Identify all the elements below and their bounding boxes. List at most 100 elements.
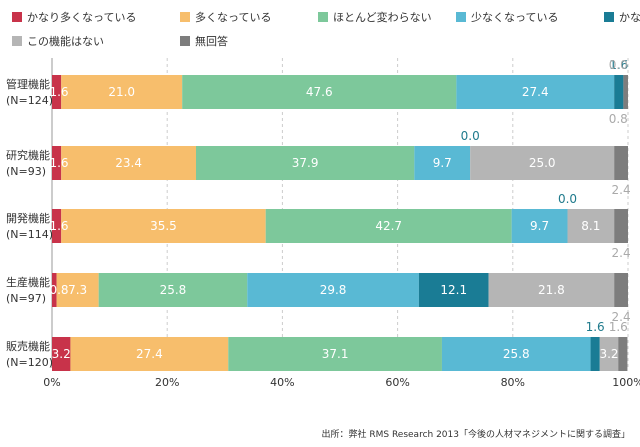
bar-segment <box>441 337 591 371</box>
legend: かなり多くなっている 多くなっている ほとんど変わらない 少なくなっている かなり少なく… <box>12 10 640 48</box>
category-label: 販売機能 <box>6 339 50 353</box>
bar-segment <box>228 337 442 371</box>
x-tick-label: 0% <box>43 376 60 389</box>
category-label: 管理機能 <box>6 77 50 91</box>
data-label: 1.6 <box>609 320 628 334</box>
data-label: 0.0 <box>558 192 577 206</box>
bar-segment <box>614 146 628 180</box>
bar-segment <box>511 209 568 243</box>
legend-swatch <box>604 12 614 22</box>
bar-segment <box>98 273 248 307</box>
x-tick-label: 100% <box>612 376 640 389</box>
category-label: (N=97) <box>6 292 46 305</box>
legend-label: 少なくなっている <box>471 11 558 24</box>
legend-swatch <box>456 12 466 22</box>
legend-label: かなり少なくなっている <box>619 11 640 24</box>
data-label: 35.5 <box>150 219 177 233</box>
bar-segment <box>623 75 628 109</box>
category-label: 生産機能 <box>6 275 50 289</box>
bars: 1.6 21.0 47.6 27.41.60.00.81.6 23.4 37.9 9.7 25… <box>49 58 631 371</box>
x-tick-label: 60% <box>385 376 409 389</box>
bar-segment <box>614 75 624 109</box>
bar-segment <box>70 337 229 371</box>
data-label: 8.1 <box>581 219 600 233</box>
data-label: 2.4 <box>612 310 631 324</box>
data-label: 2.4 <box>612 183 631 197</box>
legend-item: 多くなっている <box>180 10 271 24</box>
bar-segment <box>614 273 628 307</box>
bar-segment <box>52 273 57 307</box>
data-label: 9.7 <box>433 156 452 170</box>
legend-label: かなり多くなっている <box>27 10 136 24</box>
legend-item: 無回答 <box>180 34 228 48</box>
bar-segment <box>61 75 183 109</box>
data-label: 1.6 <box>49 85 68 99</box>
legend-swatch <box>12 12 22 22</box>
x-tick-labels: 0% 20% 40% 60% 80% 100% <box>43 376 640 389</box>
bar-segment <box>182 75 457 109</box>
data-label: 0.8 <box>609 112 628 126</box>
bar-segment <box>52 209 62 243</box>
data-label: 25.8 <box>503 347 530 361</box>
bar-segment <box>56 273 99 307</box>
data-label: 7.3 <box>68 283 87 297</box>
bar-segment <box>52 146 62 180</box>
bar-segment <box>618 337 628 371</box>
data-label: 23.4 <box>115 156 142 170</box>
legend-label: 多くなっている <box>195 10 271 24</box>
bar-segment <box>61 146 196 180</box>
data-label: 21.0 <box>108 85 135 99</box>
source-note: 出所：弊社 RMS Research 2013「今後の人材マネジメントに関する調… <box>321 428 630 440</box>
data-label: 12.1 <box>440 283 467 297</box>
data-label: 0.8 <box>49 283 68 297</box>
category-label: (N=124) <box>6 94 53 107</box>
bar-segment <box>418 273 489 307</box>
legend-swatch <box>180 12 190 22</box>
data-label: 3.2 <box>599 347 618 361</box>
data-label: 37.1 <box>322 347 349 361</box>
bar-segment <box>196 146 415 180</box>
data-label: 2.4 <box>612 246 631 260</box>
data-label: 29.8 <box>320 283 347 297</box>
bar-segment <box>265 209 512 243</box>
data-label: 1.6 <box>49 156 68 170</box>
legend-label: この機能はない <box>27 34 104 48</box>
x-tick-label: 40% <box>270 376 294 389</box>
data-label: 47.6 <box>306 85 333 99</box>
category-label: 研究機能 <box>6 148 50 162</box>
legend-item: ほとんど変わらない <box>318 10 432 24</box>
category-label: (N=114) <box>6 228 53 241</box>
bar-segment <box>247 273 419 307</box>
bar-segment <box>599 337 619 371</box>
bar-segment <box>52 75 62 109</box>
x-tick-label: 20% <box>155 376 179 389</box>
legend-item: かなり多くなっている <box>12 10 136 24</box>
data-label: 9.7 <box>530 219 549 233</box>
category-label: 開発機能 <box>6 211 50 225</box>
bar-segment <box>61 209 266 243</box>
data-label: 25.8 <box>160 283 187 297</box>
bar-segment <box>470 146 615 180</box>
bar-segment <box>614 209 628 243</box>
data-label: 1.6 <box>49 219 68 233</box>
legend-label: ほとんど変わらない <box>333 10 432 24</box>
category-label: (N=120) <box>6 356 53 369</box>
data-label: 27.4 <box>136 347 163 361</box>
legend-swatch <box>318 12 328 22</box>
data-label: 21.8 <box>538 283 565 297</box>
bar-segment <box>414 146 471 180</box>
data-label: 0.0 <box>609 58 628 72</box>
legend-label: 無回答 <box>195 34 228 48</box>
x-tick-label: 80% <box>501 376 525 389</box>
data-label: 1.6 <box>609 58 628 72</box>
legend-item: かなり少なくなっている <box>604 11 640 24</box>
bar-segment <box>456 75 615 109</box>
data-label: 37.9 <box>292 156 319 170</box>
legend-swatch <box>12 36 22 46</box>
legend-item: 少なくなっている <box>456 11 558 24</box>
category-labels: 管理機能 (N=124) 研究機能 (N=93) 開発機能 (N=114) 生産機能 (N=9… <box>6 77 53 369</box>
bar-segment <box>590 337 600 371</box>
data-label: 3.2 <box>52 347 71 361</box>
data-label: 25.0 <box>529 156 556 170</box>
